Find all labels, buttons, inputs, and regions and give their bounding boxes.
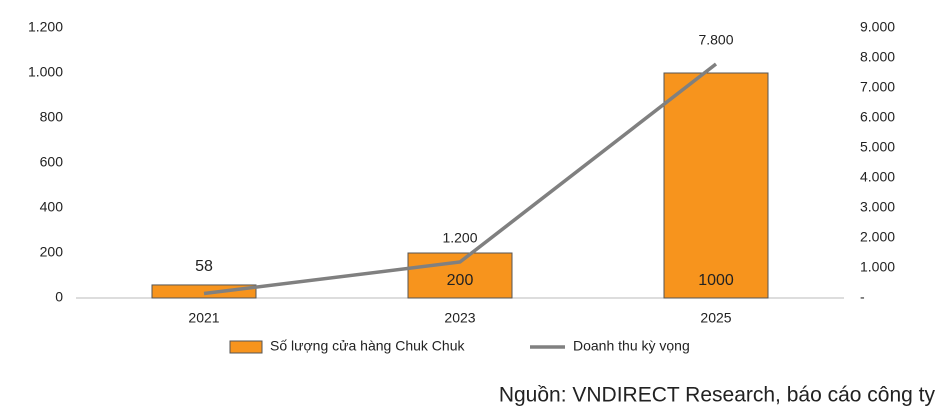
line-label: 7.800: [698, 32, 733, 48]
x-tick-label: 2021: [188, 310, 219, 326]
y2-tick-label: 3.000: [860, 199, 895, 215]
bar: [663, 72, 769, 299]
line-label: 1.200: [442, 230, 477, 246]
y2-tick-label: 2.000: [860, 229, 895, 245]
y-tick-label: 0: [55, 289, 63, 305]
source: Nguồn: VNDIRECT Research, báo cáo công t…: [499, 384, 936, 407]
legend-swatch: [229, 340, 263, 354]
x-tick-label: 2023: [444, 310, 475, 326]
x-tick-label: 2025: [700, 310, 731, 326]
bar-label: 58: [195, 258, 213, 275]
y2-tick-label: 1.000: [860, 259, 895, 275]
y2-tick-label: 5.000: [860, 139, 895, 155]
bar: [151, 284, 257, 299]
y2-tick-label: 8.000: [860, 49, 895, 65]
y2-tick-label: 7.000: [860, 79, 895, 95]
legend-label: Số lượng cửa hàng Chuk Chuk: [270, 338, 465, 354]
y-tick-label: 1.000: [28, 64, 63, 80]
y2-tick-label: -: [860, 289, 865, 305]
y2-tick-label: 6.000: [860, 109, 895, 125]
y-tick-label: 400: [40, 199, 64, 215]
legend-label: Doanh thu kỳ vọng: [573, 338, 690, 354]
line: [203, 62, 718, 296]
y-tick-label: 800: [40, 109, 64, 125]
bar-label: 200: [447, 272, 474, 289]
y-tick-label: 600: [40, 154, 64, 170]
y2-tick-label: 9.000: [860, 19, 895, 35]
y2-tick-label: 4.000: [860, 169, 895, 185]
bar-label: 1000: [698, 272, 734, 289]
y-tick-label: 200: [40, 244, 64, 260]
y-tick-label: 1.200: [28, 19, 63, 35]
